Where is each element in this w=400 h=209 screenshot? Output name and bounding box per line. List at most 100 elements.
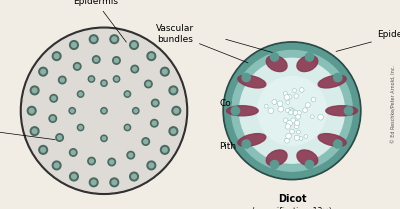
Ellipse shape [52, 52, 61, 60]
Ellipse shape [296, 111, 301, 115]
Ellipse shape [268, 108, 274, 113]
Ellipse shape [286, 120, 292, 126]
Ellipse shape [169, 86, 178, 95]
Ellipse shape [90, 159, 94, 163]
Text: Cortex: Cortex [219, 94, 249, 108]
Ellipse shape [70, 172, 78, 181]
Ellipse shape [110, 178, 119, 187]
Ellipse shape [242, 73, 250, 82]
Ellipse shape [102, 109, 106, 112]
Ellipse shape [130, 41, 138, 49]
Ellipse shape [32, 88, 37, 93]
Ellipse shape [49, 115, 56, 122]
Ellipse shape [174, 108, 179, 113]
Ellipse shape [39, 67, 48, 76]
Ellipse shape [56, 134, 63, 141]
Ellipse shape [70, 109, 74, 112]
Ellipse shape [318, 114, 324, 120]
Ellipse shape [102, 82, 106, 85]
Ellipse shape [266, 56, 287, 71]
Ellipse shape [171, 88, 176, 93]
Ellipse shape [294, 135, 300, 140]
Ellipse shape [54, 54, 59, 59]
Ellipse shape [150, 120, 158, 127]
Ellipse shape [297, 56, 318, 71]
Ellipse shape [152, 99, 159, 107]
Ellipse shape [70, 149, 77, 156]
Ellipse shape [290, 109, 294, 113]
Ellipse shape [58, 76, 66, 84]
Ellipse shape [152, 121, 156, 125]
Ellipse shape [134, 109, 138, 112]
Ellipse shape [290, 108, 295, 114]
Ellipse shape [91, 180, 96, 185]
Ellipse shape [78, 124, 84, 131]
Ellipse shape [288, 107, 293, 111]
Ellipse shape [126, 92, 129, 96]
Ellipse shape [238, 134, 266, 146]
Ellipse shape [101, 135, 107, 141]
Ellipse shape [147, 161, 156, 170]
Ellipse shape [30, 127, 39, 135]
Ellipse shape [266, 150, 287, 166]
Ellipse shape [290, 129, 294, 134]
Ellipse shape [277, 101, 283, 106]
Ellipse shape [22, 29, 186, 192]
Ellipse shape [114, 59, 118, 62]
Ellipse shape [153, 101, 157, 105]
Ellipse shape [60, 78, 64, 82]
Ellipse shape [145, 80, 152, 88]
Ellipse shape [51, 116, 55, 121]
Ellipse shape [90, 77, 93, 81]
Ellipse shape [172, 106, 181, 115]
Ellipse shape [288, 95, 292, 99]
Ellipse shape [41, 148, 46, 152]
Ellipse shape [108, 158, 116, 166]
Ellipse shape [112, 180, 117, 185]
Ellipse shape [41, 69, 46, 74]
Ellipse shape [291, 118, 296, 123]
Ellipse shape [124, 124, 130, 131]
Ellipse shape [286, 108, 290, 113]
Ellipse shape [226, 106, 258, 116]
Ellipse shape [272, 99, 277, 104]
Ellipse shape [127, 151, 134, 159]
Ellipse shape [144, 140, 148, 144]
Ellipse shape [124, 91, 130, 97]
Ellipse shape [160, 67, 169, 76]
Ellipse shape [94, 57, 98, 61]
Ellipse shape [88, 76, 95, 82]
Ellipse shape [284, 95, 290, 100]
Ellipse shape [132, 174, 136, 179]
Ellipse shape [160, 145, 169, 154]
Text: Pith: Pith [219, 129, 265, 151]
Text: © Ed Reschke/Peter Arnold, Inc.: © Ed Reschke/Peter Arnold, Inc. [392, 66, 396, 143]
Ellipse shape [318, 75, 346, 88]
Ellipse shape [294, 94, 298, 98]
Ellipse shape [149, 54, 154, 59]
Ellipse shape [334, 140, 342, 148]
Ellipse shape [27, 106, 36, 115]
Ellipse shape [299, 137, 303, 140]
Ellipse shape [305, 53, 314, 61]
Ellipse shape [318, 134, 346, 146]
Ellipse shape [311, 97, 316, 102]
Ellipse shape [264, 104, 268, 108]
Ellipse shape [29, 108, 34, 113]
Ellipse shape [71, 150, 75, 154]
Ellipse shape [70, 41, 78, 49]
Ellipse shape [142, 138, 150, 145]
Ellipse shape [225, 43, 359, 178]
Ellipse shape [149, 163, 154, 168]
Ellipse shape [101, 108, 107, 114]
Ellipse shape [112, 37, 117, 42]
Ellipse shape [162, 69, 167, 74]
Ellipse shape [131, 65, 138, 73]
Ellipse shape [69, 108, 76, 114]
Text: (magnification: 13×): (magnification: 13×) [252, 207, 332, 209]
Ellipse shape [52, 96, 56, 100]
Ellipse shape [286, 133, 291, 139]
Text: Epidermis: Epidermis [336, 30, 400, 51]
Ellipse shape [89, 178, 98, 187]
Ellipse shape [169, 127, 178, 135]
